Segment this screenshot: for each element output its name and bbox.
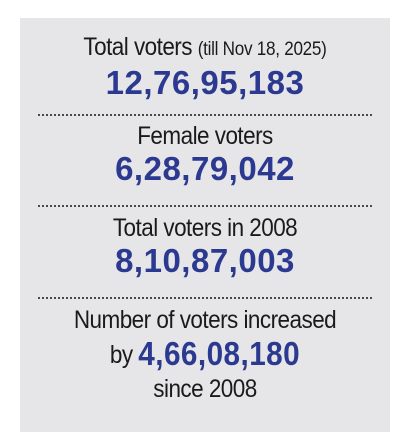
increase-value: 4,66,08,180 <box>138 335 301 372</box>
increase-prefix: by <box>109 341 133 369</box>
total-voters-label: Total voters <box>83 33 192 61</box>
total-voters-value: 12,76,95,183 <box>105 64 305 101</box>
female-voters-block: Female voters 6,28,79,042 <box>20 121 390 187</box>
divider <box>38 114 372 116</box>
increase-label-line1: Number of voters increased <box>73 306 337 334</box>
female-voters-label: Female voters <box>137 122 273 150</box>
voter-stats-card: Total voters (till Nov 18, 2025) 12,76,9… <box>20 18 390 432</box>
total-2008-block: Total voters in 2008 8,10,87,003 <box>20 213 390 279</box>
divider <box>38 205 372 207</box>
total-voters-date-note: (till Nov 18, 2025) <box>197 39 327 60</box>
total-voters-label-line: Total voters (till Nov 18, 2025) <box>39 32 372 65</box>
increase-block: Number of voters increased by 4,66,08,18… <box>20 305 390 404</box>
total-voters-block: Total voters (till Nov 18, 2025) 12,76,9… <box>20 32 390 101</box>
increase-suffix: since 2008 <box>153 375 257 403</box>
divider <box>38 297 372 299</box>
female-voters-value: 6,28,79,042 <box>115 150 295 187</box>
total-2008-label: Total voters in 2008 <box>112 214 298 242</box>
increase-value-line: by 4,66,08,180 <box>39 335 372 374</box>
total-2008-value: 8,10,87,003 <box>115 242 295 279</box>
